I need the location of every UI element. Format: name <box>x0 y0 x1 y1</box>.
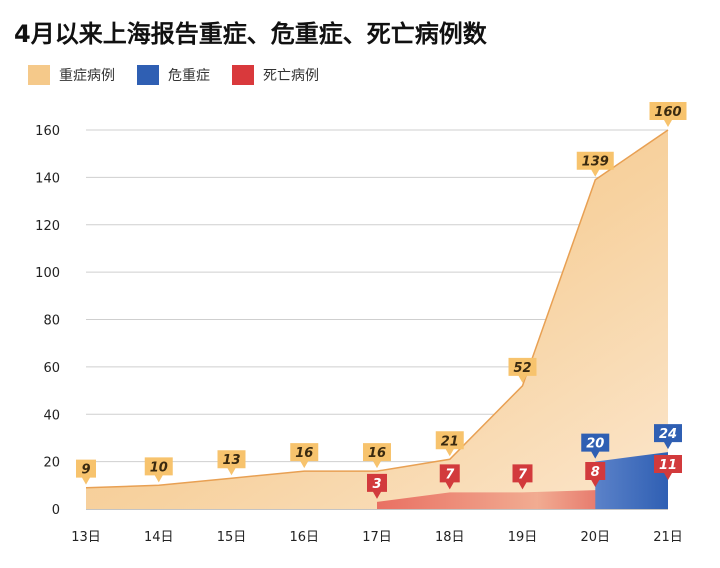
data-label-flag <box>439 464 460 490</box>
data-label-severe: 9 <box>76 459 96 485</box>
x-tick-label: 21日 <box>653 530 683 545</box>
y-tick-label: 160 <box>35 124 60 139</box>
data-label-flag <box>508 357 537 383</box>
area-deaths <box>377 482 668 509</box>
data-label-severe: 21 <box>435 431 464 457</box>
data-label-severe: 10 <box>144 457 173 483</box>
data-label-text: 21 <box>441 434 459 449</box>
data-label-flag <box>649 102 687 127</box>
area-severe <box>86 130 668 509</box>
legend-item-severe: 重症病例 <box>28 65 115 85</box>
data-label-text: 11 <box>659 458 677 473</box>
data-label-flag <box>581 433 610 459</box>
x-tick-label: 13日 <box>71 530 101 545</box>
data-label-text: 8 <box>591 465 600 480</box>
data-label-critical: 20 <box>581 433 610 459</box>
data-label-text: 139 <box>582 155 609 170</box>
data-label-flag <box>654 424 682 450</box>
legend-swatch-deaths <box>232 65 254 85</box>
data-label-text: 7 <box>518 467 528 482</box>
data-label-text: 13 <box>222 453 240 468</box>
x-tick-label: 17日 <box>362 530 392 545</box>
data-label-flag <box>367 473 387 499</box>
data-label-deaths: 7 <box>512 464 533 490</box>
y-tick-label: 120 <box>35 219 60 234</box>
data-label-flag <box>290 443 319 469</box>
data-label-text: 52 <box>513 361 531 376</box>
data-label-deaths: 3 <box>367 473 387 499</box>
data-label-flag <box>217 450 246 476</box>
data-label-severe: 16 <box>363 443 391 469</box>
y-tick-label: 100 <box>35 266 60 281</box>
x-tick-label: 14日 <box>144 530 174 545</box>
data-label-severe: 160 <box>649 102 687 127</box>
data-label-flag <box>435 431 464 457</box>
data-label-severe: 16 <box>290 443 319 469</box>
data-label-flag <box>654 454 682 480</box>
data-label-deaths: 11 <box>654 454 682 480</box>
x-tick-label: 19日 <box>508 530 538 545</box>
data-label-text: 9 <box>81 463 90 478</box>
data-label-layer: 9 10 13 16 16 21 52 139 160 3 7 7 8 11 20 24 <box>76 102 687 499</box>
data-label-flag <box>576 151 614 177</box>
legend-item-deaths: 死亡病例 <box>232 65 319 85</box>
data-label-flag <box>512 464 533 490</box>
axis-layer: 0 20 40 60 80 100 120 140 160 13日 14日 15日 16日 17日 18日 1… <box>35 124 683 545</box>
y-tick-label: 0 <box>52 503 60 518</box>
data-label-critical: 24 <box>654 424 682 450</box>
data-label-text: 3 <box>372 477 381 492</box>
data-label-text: 20 <box>586 437 604 452</box>
chart-title: 4月以来上海报告重症、危重症、死亡病例数 <box>14 20 487 48</box>
y-tick-label: 40 <box>43 408 60 423</box>
legend-label-deaths: 死亡病例 <box>263 68 319 84</box>
data-label-flag <box>363 443 391 469</box>
data-label-severe: 139 <box>576 151 614 177</box>
data-label-flag <box>144 457 173 483</box>
data-label-text: 7 <box>445 467 455 482</box>
y-tick-label: 140 <box>35 171 60 186</box>
y-tick-label: 20 <box>43 456 60 471</box>
data-label-flag <box>76 459 96 485</box>
data-label-deaths: 8 <box>585 462 606 488</box>
y-tick-label: 60 <box>43 361 60 376</box>
legend-label-critical: 危重症 <box>168 68 210 84</box>
x-tick-label: 20日 <box>580 530 610 545</box>
legend-swatch-critical <box>137 65 159 85</box>
legend-label-severe: 重症病例 <box>59 68 115 84</box>
x-tick-label: 15日 <box>217 530 247 545</box>
area-critical <box>595 452 668 509</box>
data-label-deaths: 7 <box>439 464 460 490</box>
y-tick-label: 80 <box>43 314 60 329</box>
legend-item-critical: 危重症 <box>137 65 210 85</box>
x-tick-label: 18日 <box>435 530 465 545</box>
data-label-text: 10 <box>150 460 168 475</box>
chart-legend: 重症病例 危重症 死亡病例 <box>28 64 341 86</box>
data-label-text: 24 <box>659 427 677 442</box>
data-label-severe: 13 <box>217 450 246 476</box>
data-label-text: 16 <box>368 446 386 461</box>
data-label-text: 160 <box>654 105 681 120</box>
line-severe <box>85 129 669 489</box>
legend-swatch-severe <box>28 65 50 85</box>
data-label-flag <box>585 462 606 488</box>
data-label-text: 16 <box>295 446 313 461</box>
area-layer <box>85 129 669 509</box>
x-tick-label: 16日 <box>289 530 319 545</box>
data-label-severe: 52 <box>508 357 537 383</box>
